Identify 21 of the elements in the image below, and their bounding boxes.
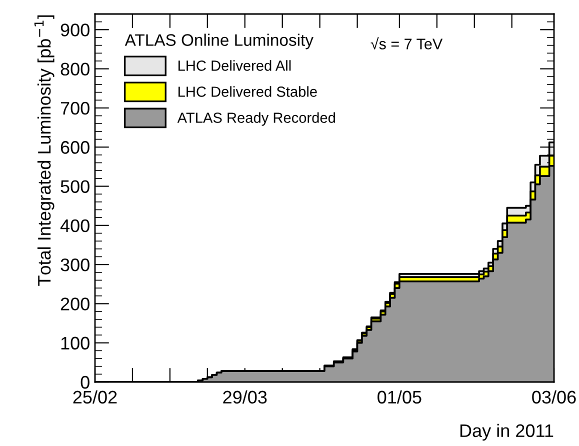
y-tick-label: 700	[60, 102, 90, 115]
y-tick-label: 200	[60, 298, 90, 310]
legend-title: ATLAS Online Luminosity	[124, 34, 314, 50]
x-axis-title: Day in 2011	[460, 424, 554, 441]
y-tick-label: 100	[61, 336, 90, 350]
x-tick-label: 29/03	[223, 390, 267, 404]
y-axis-title: Total Integrated Luminosity [pb$^{−1}$]	[34, 15, 54, 286]
annotation: √s = 7 TeV	[370, 37, 443, 50]
x-tick-label: 01/05	[378, 390, 422, 404]
y-tick-label: 800	[60, 62, 90, 76]
y-tick-label: 300	[60, 258, 90, 272]
x-tick-label: 25/02	[73, 390, 117, 404]
y-tick-label: 500	[60, 180, 90, 193]
legend-label: LHC Delivered All	[178, 60, 291, 71]
y-tick-label: 600	[60, 141, 90, 154]
y-tick-label: 900	[60, 24, 90, 36]
y-tick-label: 400	[60, 219, 90, 232]
y-tick-label: 0	[80, 376, 90, 389]
legend-label: ATLAS Ready Recorded	[177, 112, 335, 126]
legend-label: LHC Delivered Stable	[178, 86, 317, 97]
x-tick-label: 03/06	[532, 390, 576, 404]
